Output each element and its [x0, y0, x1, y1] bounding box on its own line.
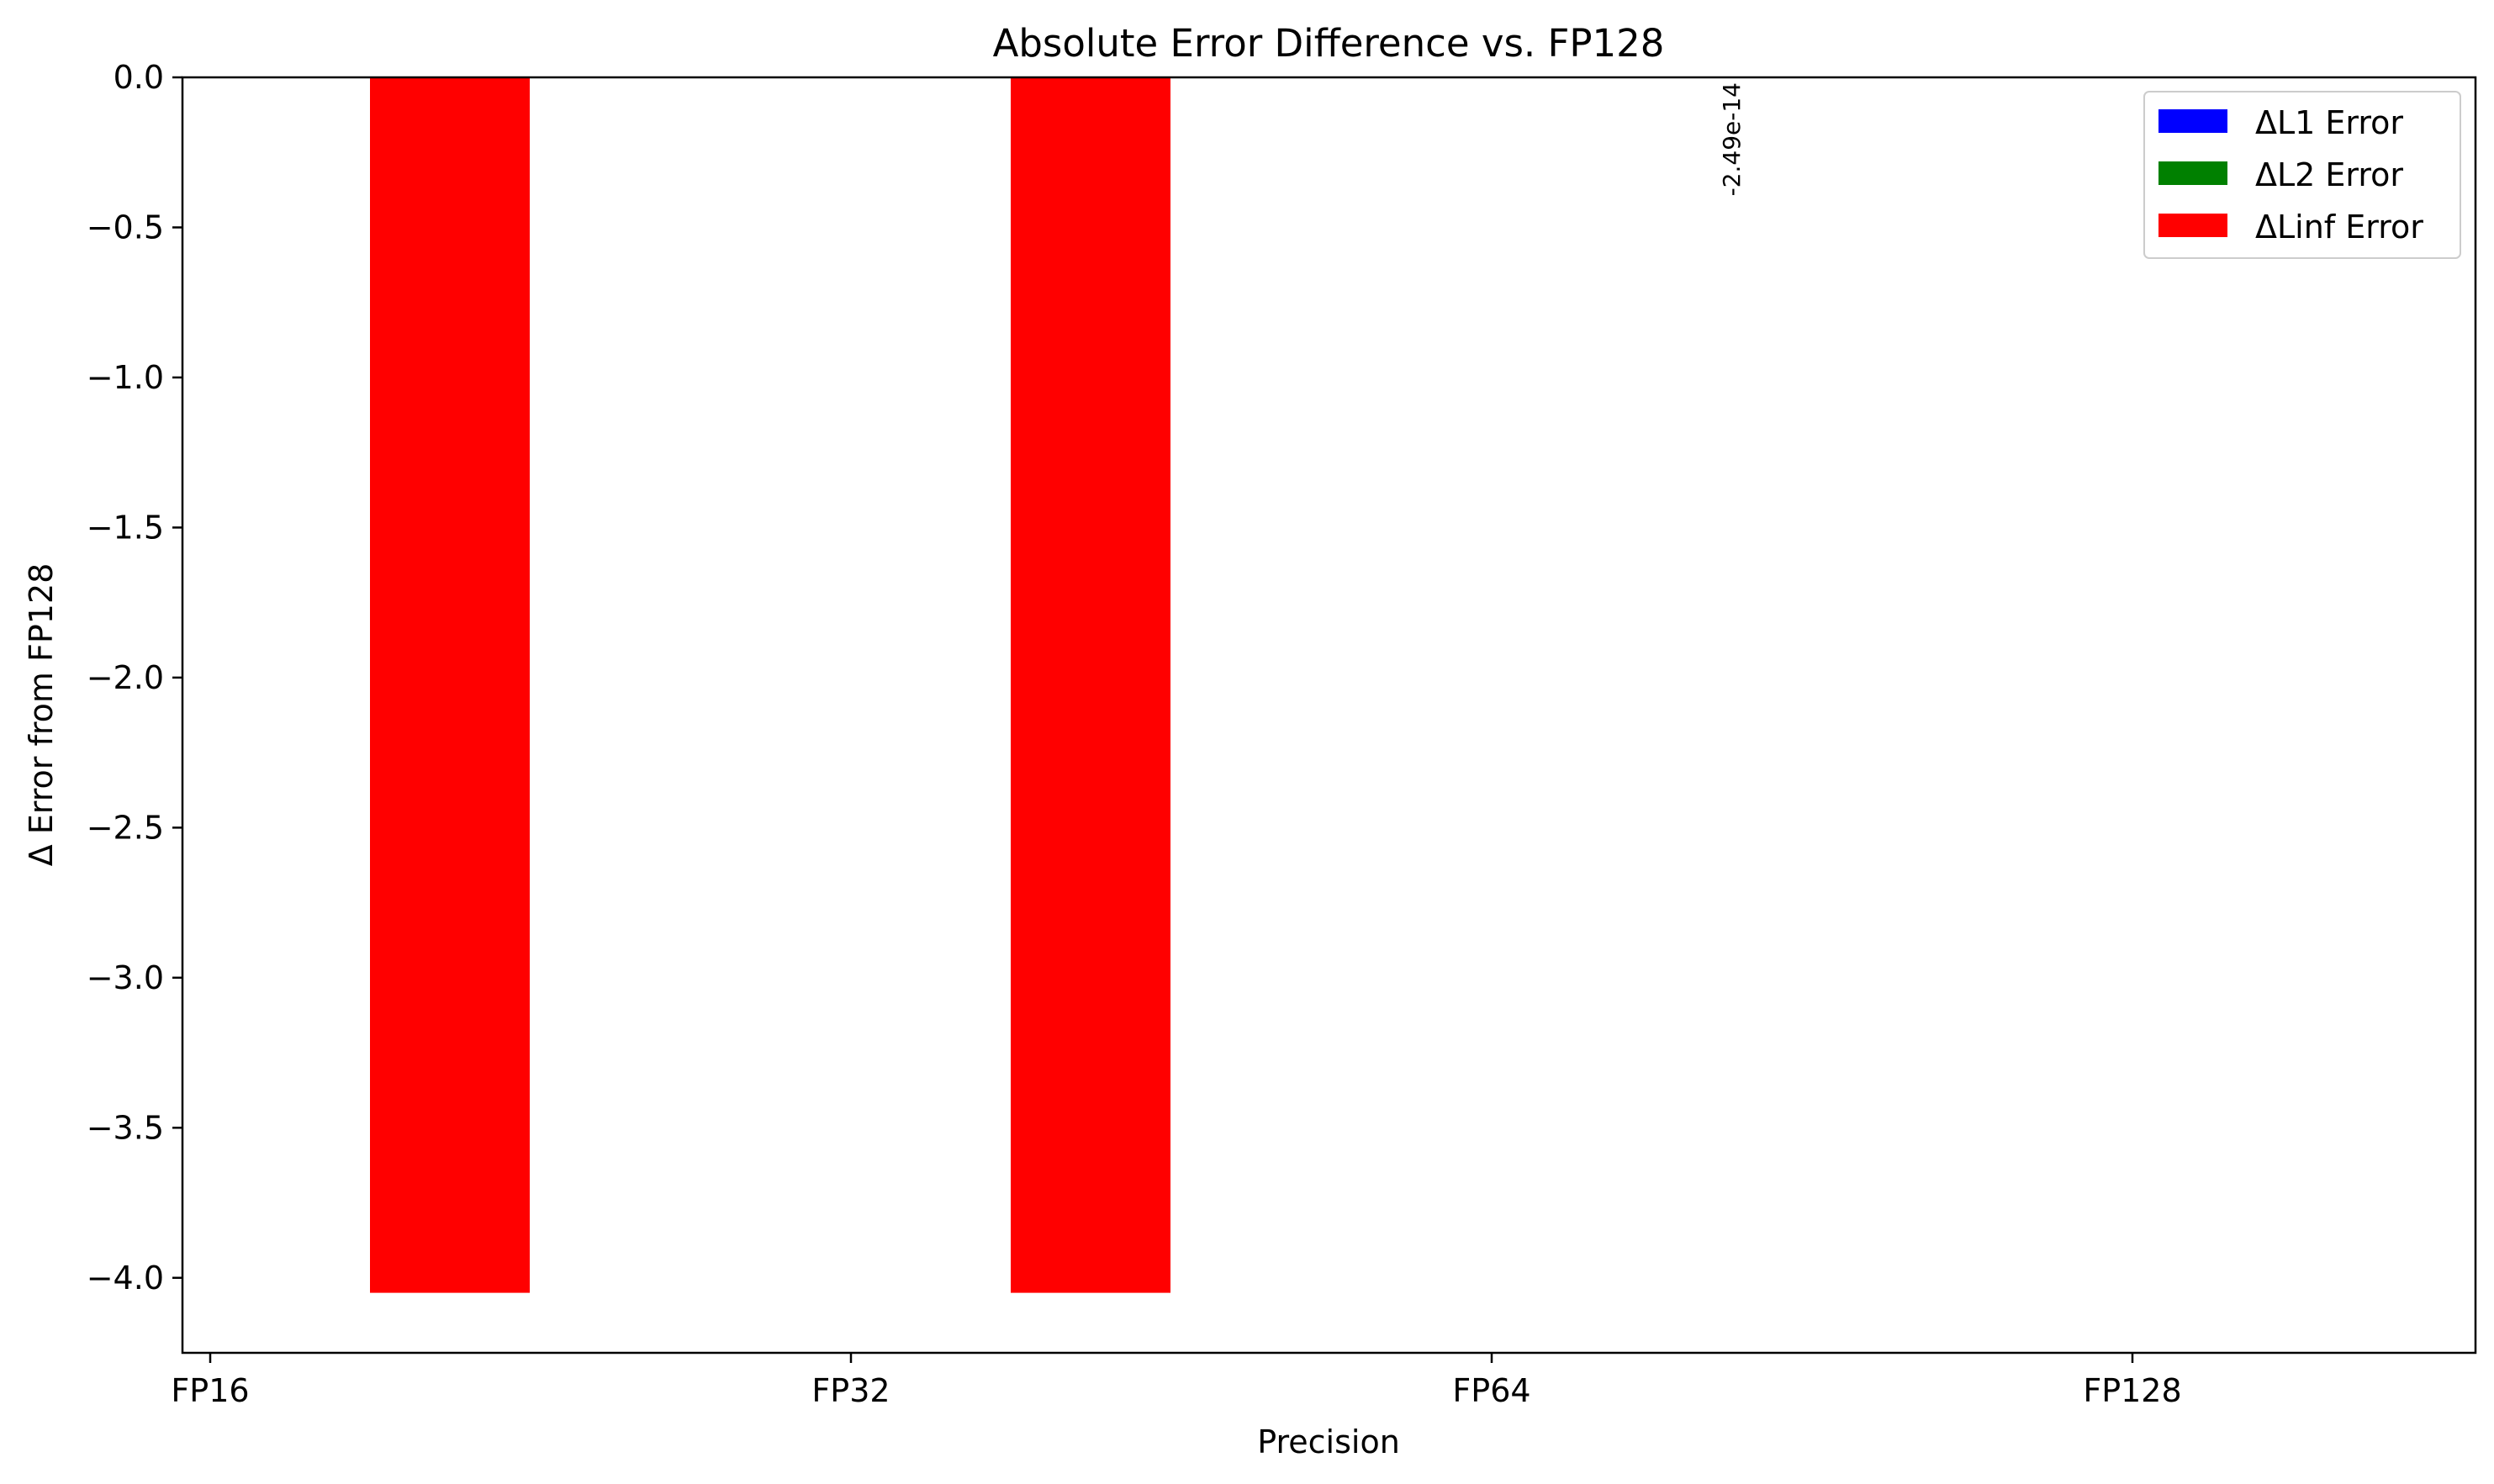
y-tick-label: −0.5 — [87, 209, 164, 246]
legend-entry-label: ΔLinf Error — [2255, 209, 2423, 246]
x-axis-title: Precision — [1257, 1423, 1400, 1460]
y-tick-label: −2.0 — [87, 659, 164, 696]
y-tick-label: −3.5 — [87, 1109, 164, 1146]
data-label: -2.49e-14 — [1718, 82, 1746, 196]
x-axis: FP16 FP32 FP64 FP128 — [171, 1353, 2182, 1409]
legend: ΔL1 Error ΔL2 Error ΔLinf Error — [2143, 91, 2461, 259]
chart-title: Absolute Error Difference vs. FP128 — [993, 21, 1665, 66]
legend-entry-label: ΔL1 Error — [2255, 104, 2403, 141]
y-tick-label: −1.5 — [87, 509, 164, 546]
y-tick-label: −1.0 — [87, 359, 164, 396]
legend-swatch — [2158, 214, 2227, 237]
x-tick-label: FP128 — [2083, 1372, 2181, 1409]
bar-group — [370, 77, 1170, 1293]
annotation-group: -2.49e-14 — [1718, 82, 1746, 196]
legend-entry-label: ΔL2 Error — [2255, 156, 2403, 193]
y-axis-title: Δ Error from FP128 — [23, 563, 60, 867]
bar-linferror-fp32 — [1011, 77, 1170, 1293]
x-tick-label: FP64 — [1452, 1372, 1530, 1409]
legend-swatch — [2158, 161, 2227, 185]
y-tick-label: −3.0 — [87, 959, 164, 996]
x-tick-label: FP32 — [811, 1372, 890, 1409]
x-tick-label: FP16 — [171, 1372, 249, 1409]
bar-linferror-fp16 — [370, 77, 530, 1293]
y-tick-label: −2.5 — [87, 809, 164, 846]
legend-swatch — [2158, 109, 2227, 133]
y-axis: 0.0 −0.5 −1.0 −1.5 −2.0 −2.5 −3.0 −3.5 −4.0 — [87, 59, 182, 1297]
y-tick-label: −4.0 — [87, 1260, 164, 1297]
plot-frame — [181, 76, 2477, 1355]
y-tick-label: 0.0 — [114, 59, 164, 96]
